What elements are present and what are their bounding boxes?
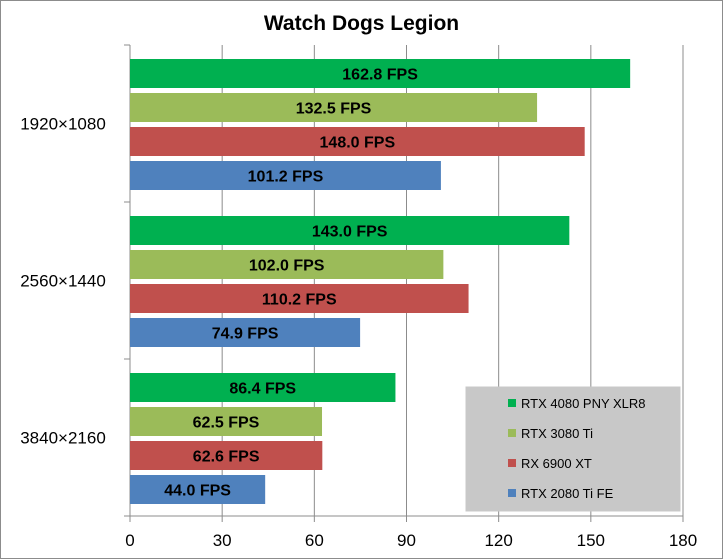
bar	[130, 373, 396, 402]
legend-swatch	[508, 429, 516, 437]
bar	[130, 284, 469, 313]
bar	[130, 475, 266, 504]
bar-value-label: 102.0 FPS	[249, 258, 325, 275]
x-tick-label: 30	[213, 531, 232, 550]
legend-label: RTX 2080 Ti FE	[521, 486, 614, 501]
bar-value-label: 101.2 FPS	[248, 169, 324, 186]
x-tick-label: 90	[397, 531, 416, 550]
bar-value-label: 143.0 FPS	[312, 224, 388, 241]
x-tick-label: 120	[484, 531, 512, 550]
bar-value-label: 62.5 FPS	[193, 415, 260, 432]
category-label: 2560×1440	[20, 272, 106, 291]
legend-swatch	[508, 399, 516, 407]
bar	[130, 318, 361, 347]
x-tick-label: 150	[577, 531, 605, 550]
bar-value-label: 132.5 FPS	[296, 101, 372, 118]
bar-value-label: 110.2 FPS	[262, 292, 337, 309]
legend-label: RTX 4080 PNY XLR8	[521, 396, 646, 411]
x-tick-label: 0	[125, 531, 134, 550]
legend-swatch	[508, 489, 516, 497]
legend-box	[465, 386, 681, 512]
bar-value-label: 74.9 FPS	[212, 326, 279, 343]
category-label: 3840×2160	[20, 429, 106, 448]
bar-value-label: 44.0 FPS	[164, 483, 231, 500]
legend-swatch	[508, 459, 516, 467]
bar	[130, 441, 323, 470]
legend-label: RX 6900 XT	[521, 456, 592, 471]
bar-value-label: 62.6 FPS	[193, 449, 260, 466]
category-label: 1920×1080	[20, 115, 106, 134]
bar	[130, 250, 444, 279]
bar	[130, 161, 441, 190]
bar-value-label: 162.8 FPS	[342, 67, 418, 84]
bar	[130, 127, 585, 156]
bar	[130, 93, 538, 122]
chart-title: Watch Dogs Legion	[263, 12, 460, 35]
x-tick-label: 60	[305, 531, 324, 550]
bar-value-label: 148.0 FPS	[320, 135, 396, 152]
bar-value-label: 86.4 FPS	[229, 381, 296, 398]
x-tick-label: 180	[669, 531, 697, 550]
bar	[130, 216, 570, 245]
bar	[130, 407, 323, 436]
bar	[130, 59, 631, 88]
legend-label: RTX 3080 Ti	[521, 426, 593, 441]
